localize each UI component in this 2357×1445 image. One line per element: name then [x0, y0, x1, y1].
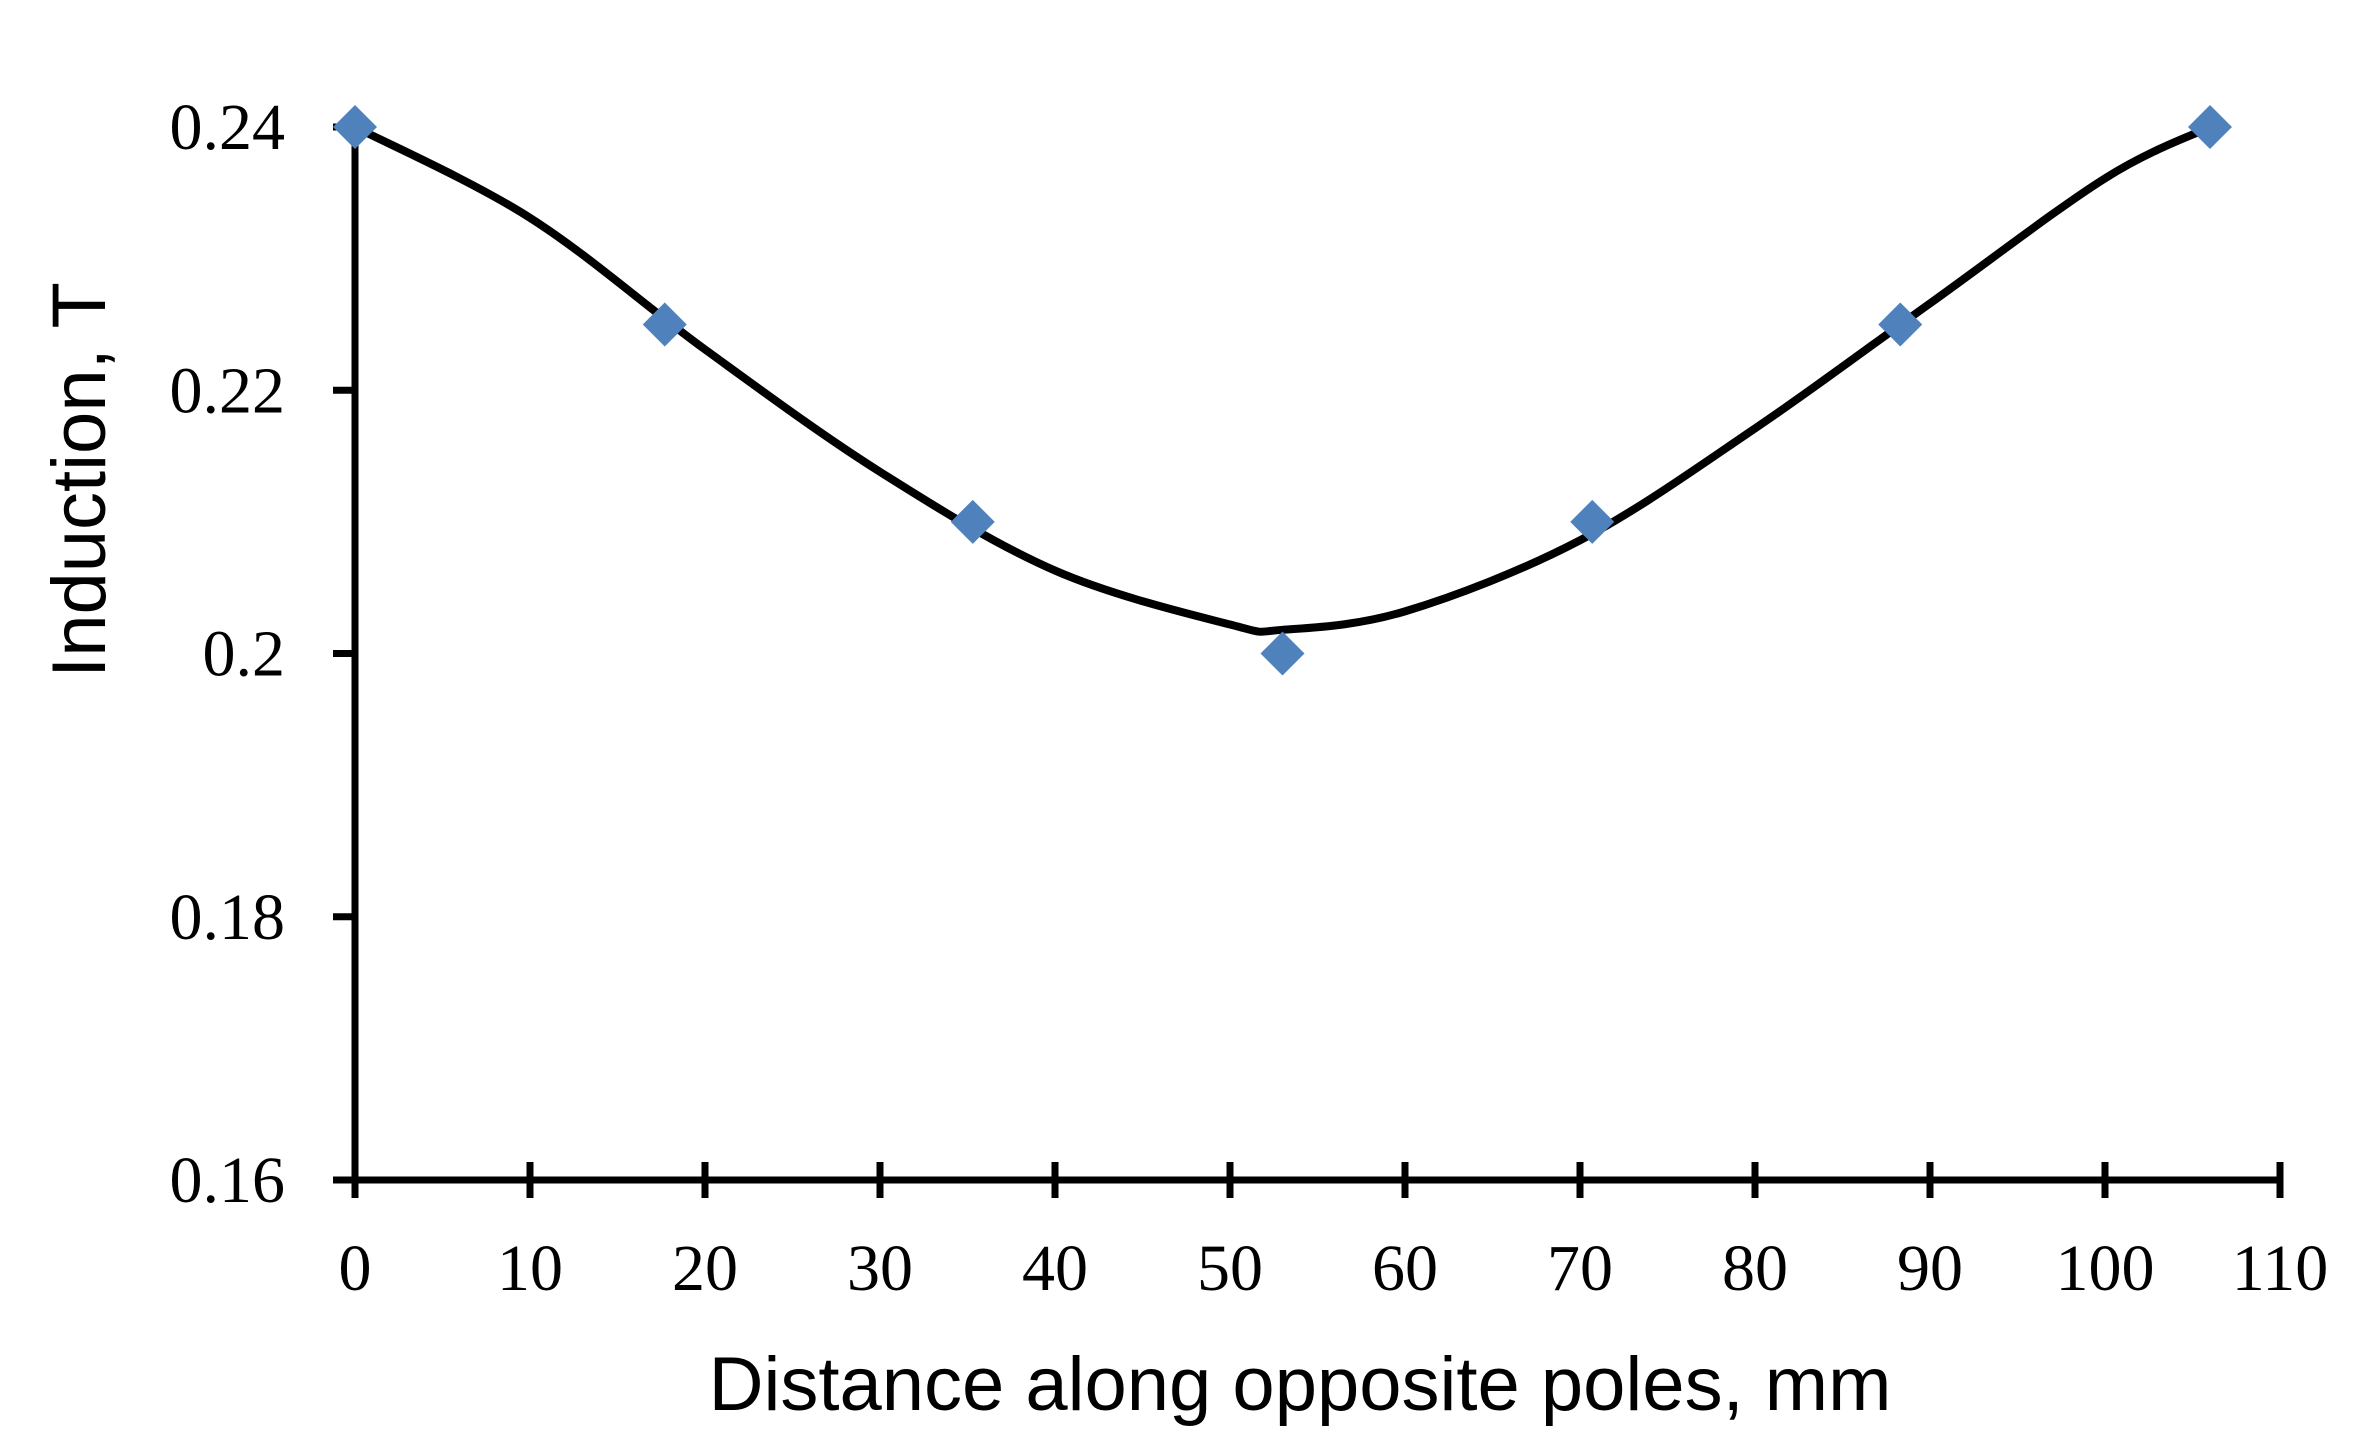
- plot-area: 0 10 20 30 40 50 60 70 80 90 100 110 0.16 0.18 0.2 0.22…: [170, 91, 2329, 1305]
- x-tick-label: 110: [2232, 1232, 2329, 1305]
- data-point: [333, 105, 377, 149]
- data-point: [1260, 631, 1305, 676]
- y-tick-label: 0.2: [203, 618, 286, 691]
- x-tick-label: 100: [2056, 1232, 2155, 1305]
- y-axis-title: Induction, T: [37, 282, 122, 678]
- x-tick-label: 20: [672, 1232, 738, 1305]
- x-tick-label: 40: [1022, 1232, 1088, 1305]
- x-tick-label: 60: [1372, 1232, 1438, 1305]
- y-tick-label: 0.22: [170, 354, 286, 427]
- y-tick-label: 0.16: [170, 1144, 286, 1217]
- x-tick-label: 50: [1197, 1232, 1263, 1305]
- trend-curve: [351, 123, 2214, 636]
- y-tick-label: 0.18: [170, 881, 286, 954]
- data-point: [1878, 302, 1923, 347]
- x-tick-label: 30: [847, 1232, 913, 1305]
- data-point: [2188, 105, 2232, 149]
- y-tick-label: 0.24: [170, 91, 286, 164]
- x-tick-label: 90: [1897, 1232, 1963, 1305]
- x-tick-label: 70: [1547, 1232, 1613, 1305]
- x-tick-label: 10: [497, 1232, 563, 1305]
- x-axis-title: Distance along opposite poles, mm: [709, 1342, 1892, 1427]
- x-tick-label: 80: [1722, 1232, 1788, 1305]
- data-point: [1570, 499, 1615, 544]
- x-tick-label: 0: [339, 1232, 372, 1305]
- data-point: [950, 499, 995, 544]
- data-point: [642, 302, 687, 347]
